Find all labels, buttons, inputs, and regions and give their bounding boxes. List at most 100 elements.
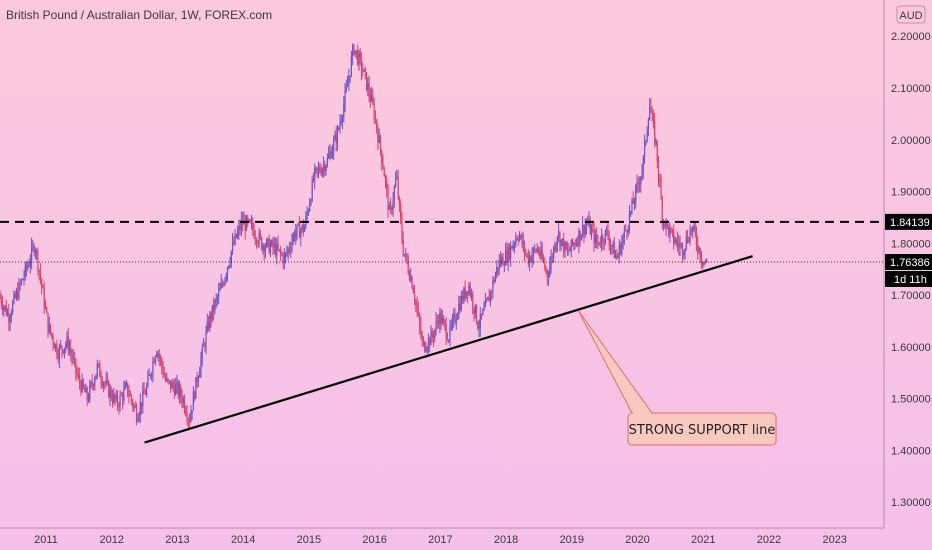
candle	[153, 357, 155, 364]
candle-body	[563, 238, 565, 253]
candle-body	[464, 288, 466, 298]
candle-body	[611, 245, 613, 247]
candle	[344, 82, 346, 113]
candle	[146, 382, 148, 398]
candle	[61, 344, 63, 359]
candle	[432, 330, 435, 347]
candle-body	[142, 390, 144, 407]
candle	[216, 294, 218, 306]
candle	[253, 222, 255, 240]
candle-body	[349, 75, 351, 78]
candle-body	[480, 313, 483, 316]
candle	[499, 251, 502, 268]
candle-body	[279, 249, 282, 254]
candle-body	[518, 236, 521, 240]
candle	[147, 370, 149, 388]
candle	[221, 278, 224, 288]
candle	[348, 68, 350, 91]
candle-body	[244, 220, 246, 231]
candle-body	[679, 244, 681, 248]
candle-body	[89, 385, 91, 400]
candle	[507, 243, 509, 272]
candle-body	[300, 230, 302, 238]
candle	[369, 87, 371, 109]
candle-body	[626, 230, 628, 233]
candle	[71, 348, 73, 366]
candle	[688, 236, 690, 244]
candle-body	[22, 279, 24, 281]
candle-body	[350, 56, 352, 76]
candle-body	[104, 383, 106, 385]
candle-body	[320, 171, 322, 175]
support-callout[interactable]: STRONG SUPPORT line	[577, 310, 777, 446]
countdown-tag: 1d 11h	[885, 271, 932, 288]
candle-body	[278, 249, 280, 251]
candle-body	[316, 167, 318, 170]
candle	[530, 255, 532, 263]
candle-body	[582, 225, 584, 236]
candle-body	[369, 95, 371, 102]
candle-body	[276, 243, 278, 256]
candle-body	[373, 103, 375, 119]
x-tick-label: 2021	[691, 534, 715, 546]
x-tick-label: 2014	[231, 534, 255, 546]
candle	[484, 292, 486, 308]
price-axis[interactable]: 1.30000 1.40000 1.50000 1.60000 1.70000 1.800…	[891, 31, 931, 509]
candle	[386, 175, 388, 198]
candle-body	[465, 291, 467, 298]
candle	[650, 98, 652, 113]
candle-body	[636, 182, 638, 187]
currency-button[interactable]: AUD	[896, 5, 926, 24]
time-axis[interactable]: 2011 2012 2013 2014 2015 2016 2017 2018 2019 2020…	[34, 534, 847, 546]
candle-body	[387, 188, 389, 210]
candle-body	[627, 228, 629, 233]
candle	[113, 387, 115, 405]
candle	[602, 234, 604, 250]
candle	[574, 239, 576, 250]
candle	[630, 210, 632, 217]
candle-body	[416, 303, 418, 311]
candle	[29, 254, 31, 274]
candle-body	[535, 249, 537, 252]
y-tick-label: 1.80000	[891, 238, 931, 250]
candle	[304, 224, 306, 232]
candle-body	[469, 285, 471, 296]
candle-body	[354, 50, 356, 54]
candle	[358, 49, 360, 71]
candle-body	[281, 253, 283, 255]
candle	[97, 362, 100, 368]
candle-body	[449, 325, 451, 341]
candle	[467, 290, 469, 304]
candle-body	[186, 414, 188, 420]
candle	[129, 390, 131, 397]
candle	[526, 252, 528, 259]
candle	[20, 278, 23, 286]
candle-body	[384, 176, 387, 181]
candle	[254, 230, 256, 246]
candle-body	[51, 332, 53, 337]
candle	[528, 251, 531, 272]
candle	[317, 161, 320, 179]
candle	[100, 370, 102, 390]
candle	[111, 389, 114, 408]
candle-body	[106, 380, 109, 382]
candle	[226, 266, 229, 282]
candle	[654, 112, 656, 148]
candle-body	[17, 290, 19, 299]
candle	[697, 235, 699, 260]
candle	[264, 243, 267, 259]
candle-body	[41, 279, 43, 287]
candle	[37, 247, 39, 276]
candle-body	[324, 164, 326, 172]
candle-body	[441, 318, 443, 324]
candle-body	[565, 242, 567, 250]
candle-body	[644, 142, 646, 157]
candle	[492, 276, 494, 299]
candle-body	[554, 247, 556, 250]
candle-body	[573, 243, 575, 245]
candle-body	[616, 255, 618, 259]
candle-body	[156, 353, 158, 357]
support-trendline[interactable]	[144, 255, 753, 444]
candle-body	[183, 398, 186, 411]
candle	[456, 312, 459, 321]
